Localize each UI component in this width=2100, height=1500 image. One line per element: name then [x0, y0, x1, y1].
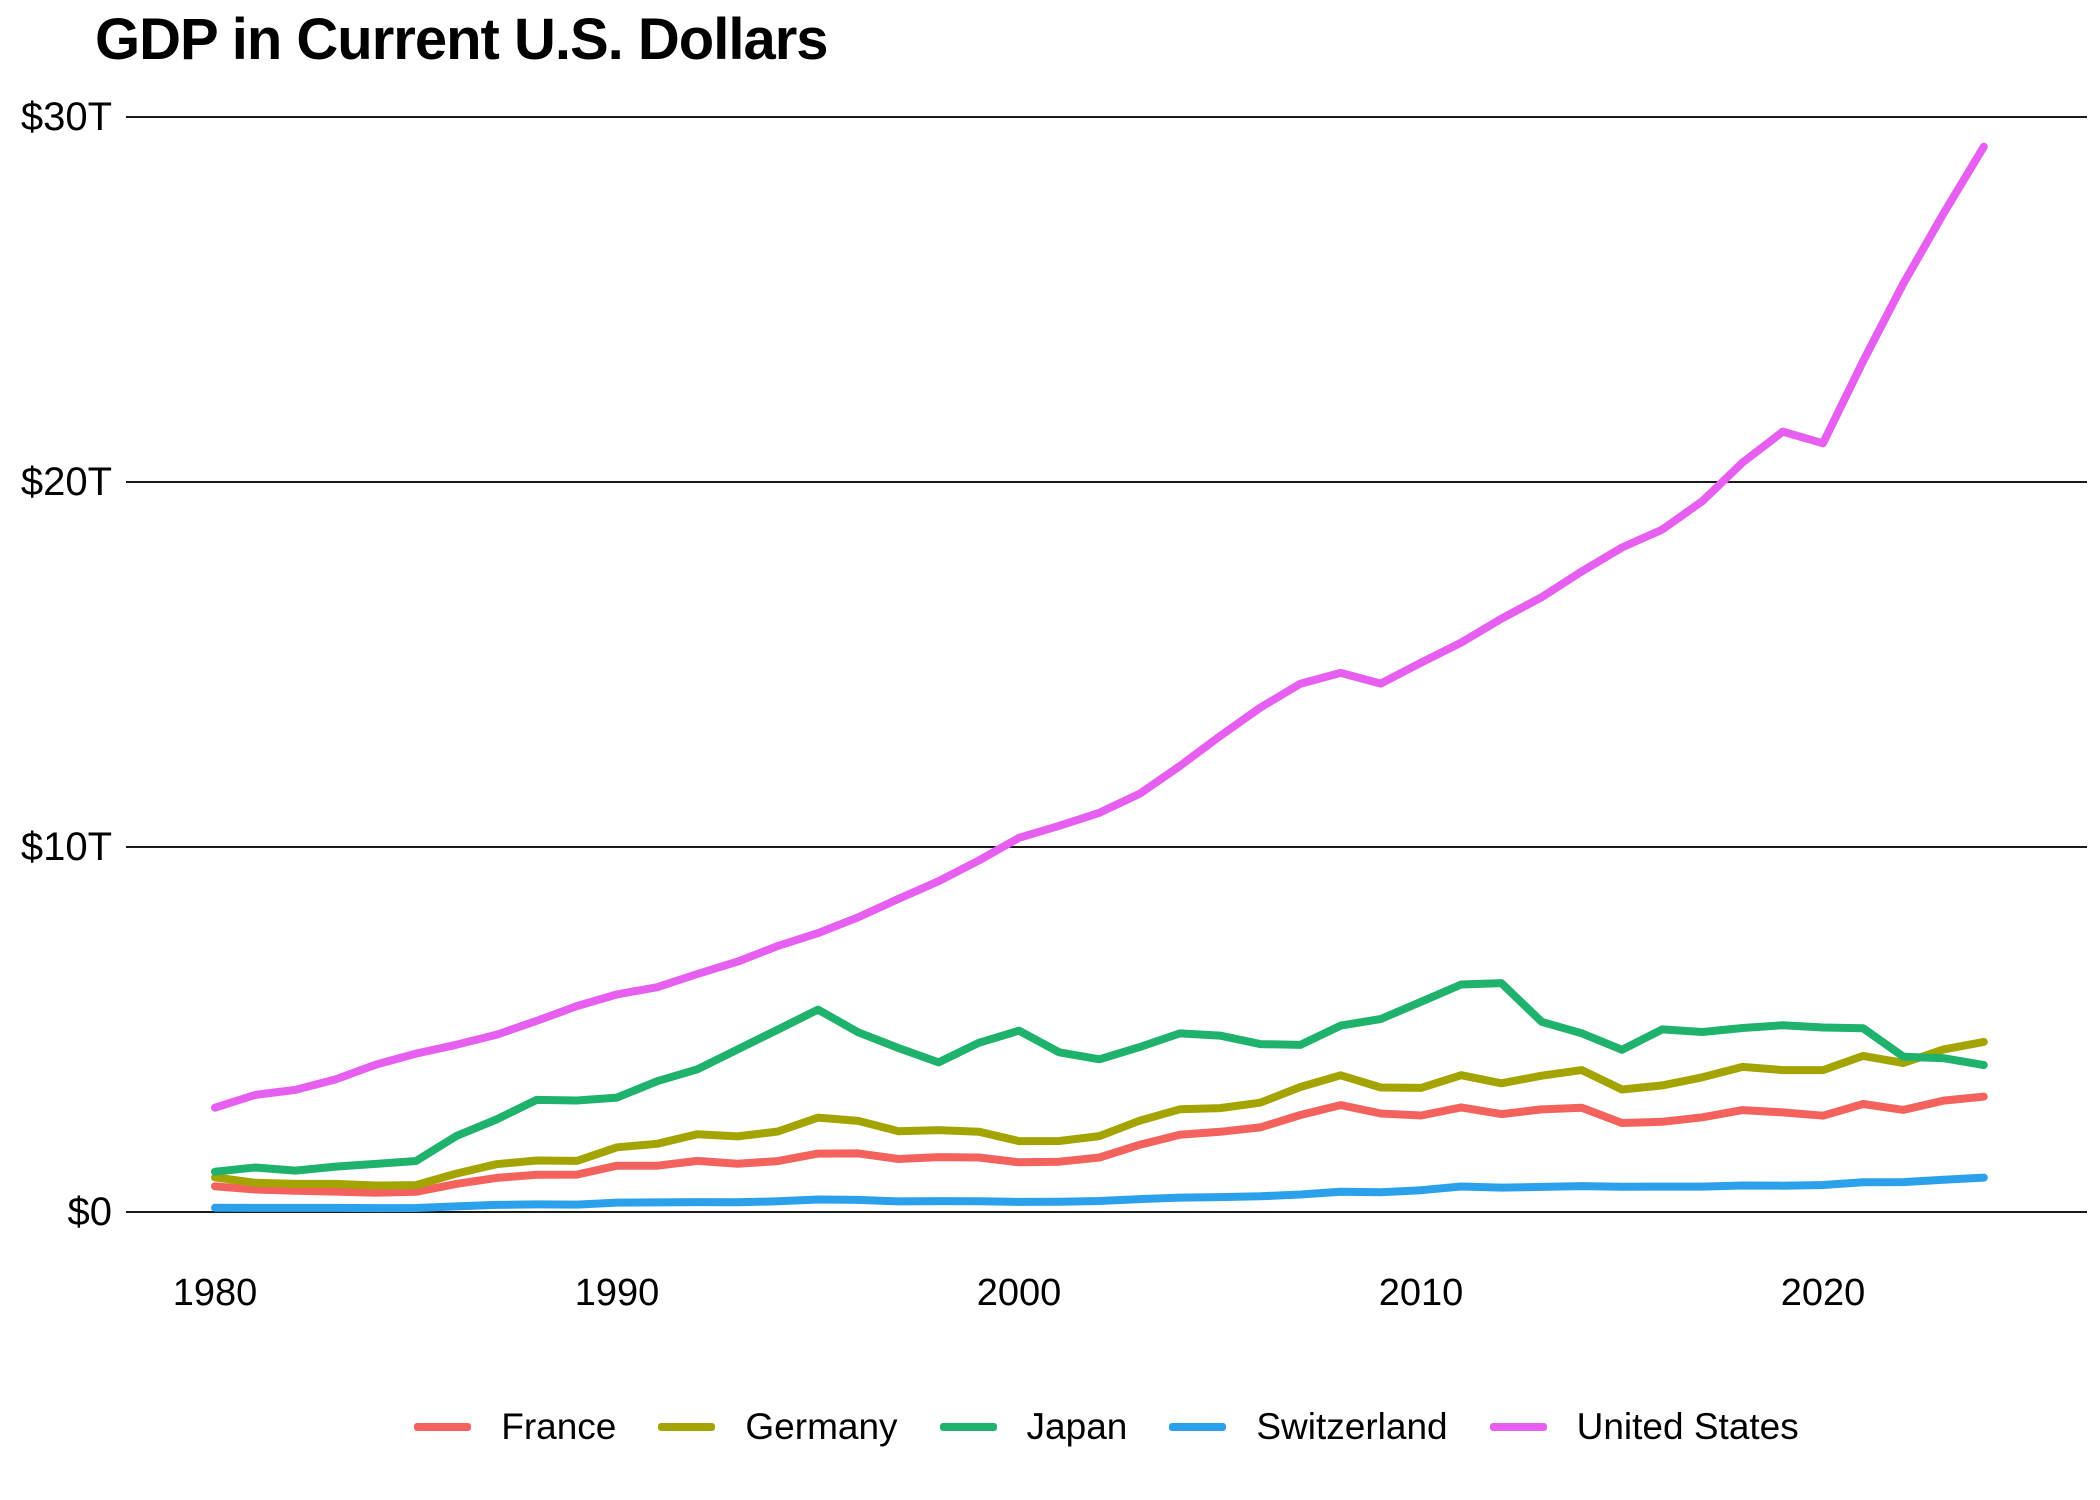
legend: France Germany Japan Switzerland United Stat…	[126, 1406, 2087, 1448]
legend-swatch-icon	[658, 1423, 716, 1431]
series-line-france	[211, 1092, 1988, 1197]
y-tick-label-0: $0	[67, 1190, 113, 1234]
legend-label: Switzerland	[1256, 1406, 1448, 1447]
y-tick-label-20t: $20T	[20, 460, 112, 504]
legend-item-france: France	[414, 1406, 616, 1448]
series-line-germany	[211, 1037, 1988, 1190]
series-line-switzerland	[211, 1173, 1988, 1213]
x-tick-label-2010: 2010	[1378, 1272, 1464, 1314]
y-tick-label-30t: $30T	[20, 95, 112, 139]
legend-swatch-icon	[939, 1423, 997, 1431]
legend-swatch-icon	[1169, 1423, 1227, 1431]
x-tick-label-1980: 1980	[172, 1272, 258, 1314]
series-line-japan	[211, 979, 1988, 1176]
legend-label: United States	[1576, 1406, 1799, 1447]
gridlines-group	[126, 116, 2087, 1213]
series-lines-group	[211, 142, 1988, 1213]
legend-label: Germany	[745, 1406, 898, 1447]
legend-item-germany: Germany	[658, 1406, 898, 1448]
x-tick-label-1990: 1990	[574, 1272, 660, 1314]
x-tick-label-2000: 2000	[976, 1272, 1062, 1314]
legend-label: France	[501, 1406, 617, 1447]
legend-item-united-states: United States	[1489, 1406, 1799, 1448]
legend-swatch-icon	[414, 1423, 472, 1431]
y-tick-label-10t: $10T	[20, 825, 112, 869]
legend-item-switzerland: Switzerland	[1169, 1406, 1448, 1448]
legend-swatch-icon	[1489, 1423, 1547, 1431]
x-tick-label-2020: 2020	[1780, 1272, 1866, 1314]
series-line-united-states	[211, 142, 1988, 1112]
legend-label: Japan	[1026, 1406, 1128, 1447]
legend-item-japan: Japan	[939, 1406, 1128, 1448]
chart-title: GDP in Current U.S. Dollars	[95, 7, 829, 72]
